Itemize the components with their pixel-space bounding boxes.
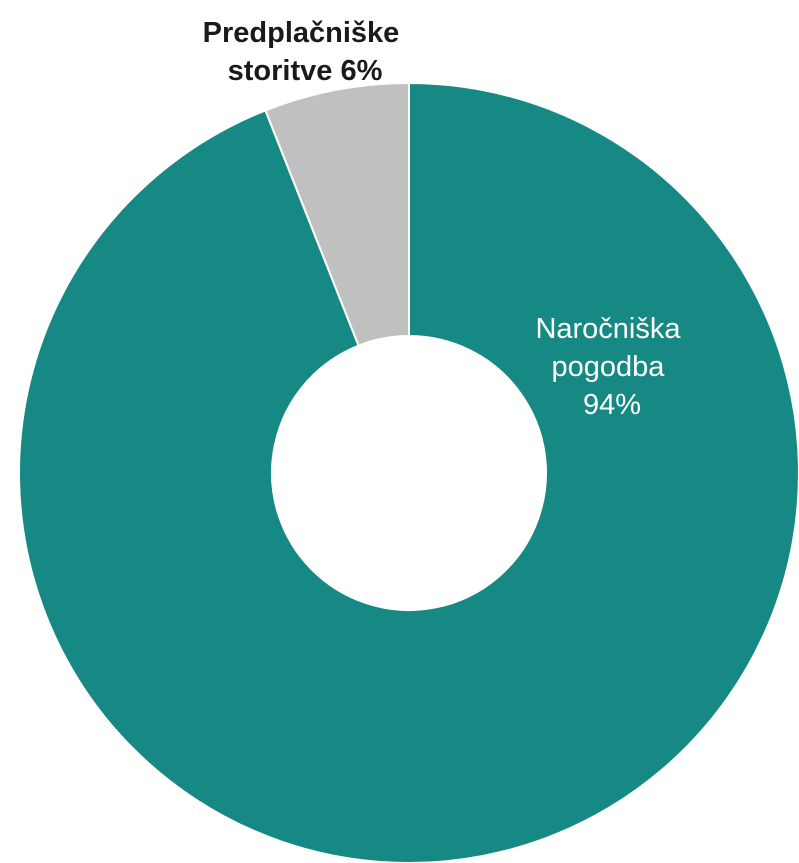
slice-label-narocniska-line-3: 94% <box>583 389 641 421</box>
slice-label-narocniska: Naročniška pogodba 94% <box>535 313 688 421</box>
slice-label-predplacniske-line-2: storitve 6% <box>228 55 383 87</box>
donut-slices <box>18 81 799 863</box>
slice-label-narocniska-line-2: pogodba <box>552 351 666 383</box>
donut-labels: Naročniška pogodba 94% Predplačniške sto… <box>203 17 688 421</box>
slice-label-predplacniske: Predplačniške storitve 6% <box>203 17 408 87</box>
donut-slice-predplacniske <box>264 81 410 347</box>
slice-label-predplacniske-line-1: Predplačniške <box>203 17 400 49</box>
slice-label-narocniska-line-1: Naročniška <box>535 313 681 345</box>
